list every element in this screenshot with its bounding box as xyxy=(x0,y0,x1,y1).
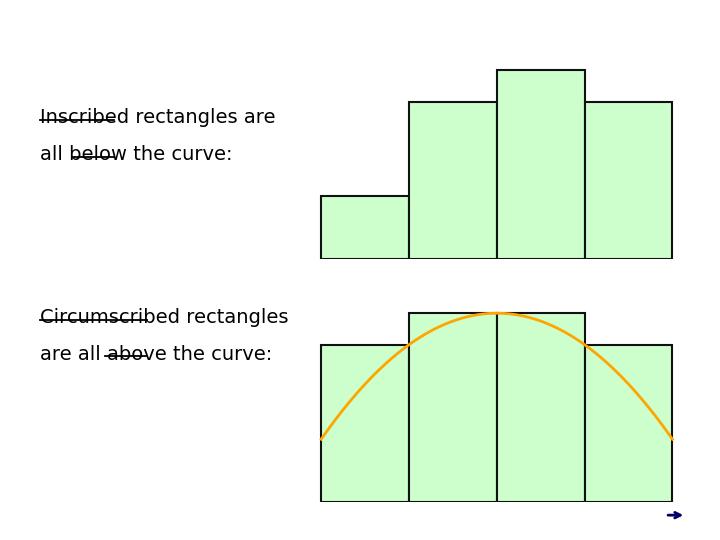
Bar xyxy=(409,102,497,259)
Bar xyxy=(497,70,585,259)
Text: are all above the curve:: are all above the curve: xyxy=(40,345,272,363)
Text: all below the curve:: all below the curve: xyxy=(40,145,232,164)
Bar xyxy=(321,345,409,502)
Bar xyxy=(497,313,585,502)
Text: Inscribed rectangles are: Inscribed rectangles are xyxy=(40,108,275,127)
Bar xyxy=(585,102,672,259)
Text: Circumscribed rectangles: Circumscribed rectangles xyxy=(40,308,288,327)
Bar xyxy=(585,345,672,502)
Bar xyxy=(321,196,409,259)
Bar xyxy=(409,313,497,502)
